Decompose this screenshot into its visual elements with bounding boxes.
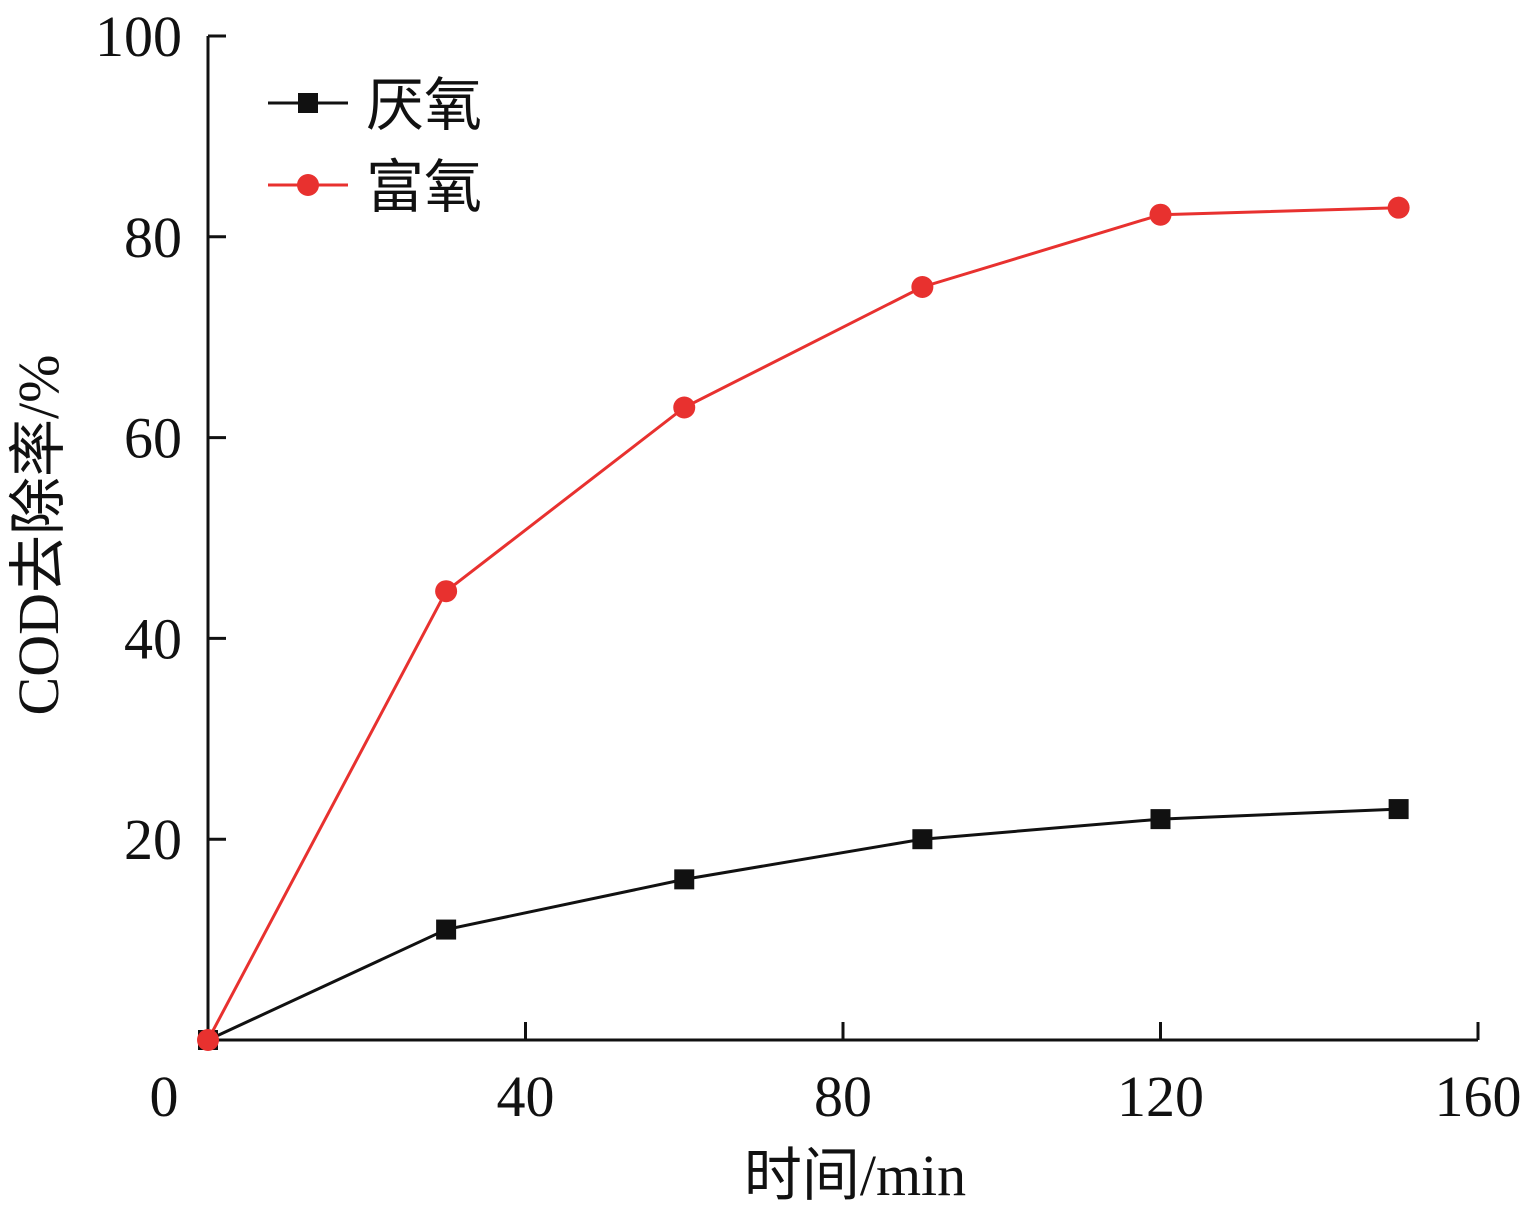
x-tick-label: 40	[497, 1064, 555, 1129]
legend-item: 厌氧	[268, 73, 482, 138]
legend-item: 富氧	[268, 155, 482, 220]
series-2	[197, 196, 1410, 1051]
legend-label: 厌氧	[366, 73, 482, 138]
series-layer	[197, 196, 1410, 1051]
x-axis-label: 时间/min	[744, 1143, 966, 1208]
data-point-square	[912, 829, 933, 850]
series-line	[207, 807, 1399, 1042]
y-tick-label: 20	[124, 807, 182, 872]
data-point-square	[1150, 809, 1171, 830]
y-axis-ticks: 20 40 60 80 100	[95, 4, 226, 872]
y-axis-label: COD去除率/%	[6, 355, 71, 716]
legend-label: 富氧	[366, 155, 482, 220]
y-tick-label: 60	[124, 406, 182, 471]
legend-marker-circle	[297, 174, 319, 196]
y-tick-label: 40	[124, 606, 182, 671]
data-point-circle	[435, 580, 458, 603]
x-axis-ticks: 0 40 80 120 160	[150, 1022, 1522, 1129]
data-point-circle	[673, 396, 696, 419]
x-tick-label: 160	[1435, 1064, 1522, 1129]
data-point-circle	[197, 1029, 219, 1051]
data-point-square	[436, 919, 457, 940]
data-point-circle	[911, 276, 934, 298]
y-tick-label: 80	[124, 205, 182, 270]
data-point-square	[674, 869, 695, 890]
x-tick-label: 0	[150, 1064, 179, 1129]
x-tick-label: 80	[814, 1064, 872, 1129]
legend-marker-square	[298, 93, 318, 113]
x-tick-label: 120	[1117, 1064, 1204, 1129]
data-point-circle	[1149, 203, 1172, 226]
data-point-circle	[1387, 196, 1410, 219]
series-line	[206, 206, 1399, 1041]
data-point-square	[1388, 799, 1409, 820]
series-1	[198, 799, 1409, 1050]
y-tick-label: 100	[95, 4, 182, 69]
